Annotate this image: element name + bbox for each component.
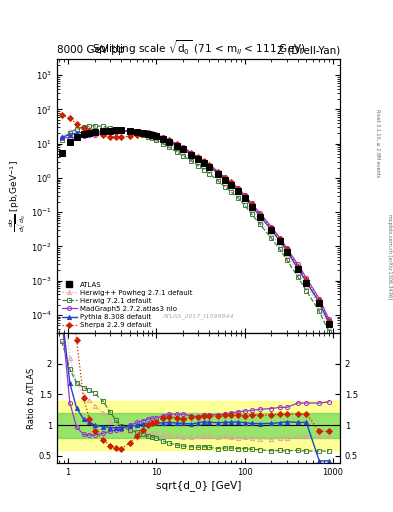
Text: Z (Drell-Yan): Z (Drell-Yan) (277, 45, 340, 55)
Y-axis label: Ratio to ATLAS: Ratio to ATLAS (27, 368, 36, 429)
Text: Rivet 3.1.10, ≥ 2.8M events: Rivet 3.1.10, ≥ 2.8M events (375, 109, 380, 178)
Text: 8000 GeV pp: 8000 GeV pp (57, 45, 125, 55)
X-axis label: sqrt{d_0} [GeV]: sqrt{d_0} [GeV] (156, 480, 241, 491)
Text: mcplots.cern.ch [arXiv:1306.3436]: mcplots.cern.ch [arXiv:1306.3436] (387, 214, 392, 298)
Title: Splitting scale $\sqrt{\mathrm{d}_0}$ (71 < m$_{ll}$ < 111 GeV): Splitting scale $\sqrt{\mathrm{d}_0}$ (7… (92, 38, 305, 57)
Y-axis label: $\frac{d\sigma}{d\sqrt{d_0}}$ [pb,GeV$^{-1}$]: $\frac{d\sigma}{d\sqrt{d_0}}$ [pb,GeV$^{… (8, 160, 28, 232)
Legend: ATLAS, Herwig++ Powheg 2.7.1 default, Herwig 7.2.1 default, MadGraph5 2.7.2.atla: ATLAS, Herwig++ Powheg 2.7.1 default, He… (61, 280, 194, 329)
Text: ATLAS_2017_I1599844: ATLAS_2017_I1599844 (163, 313, 234, 319)
